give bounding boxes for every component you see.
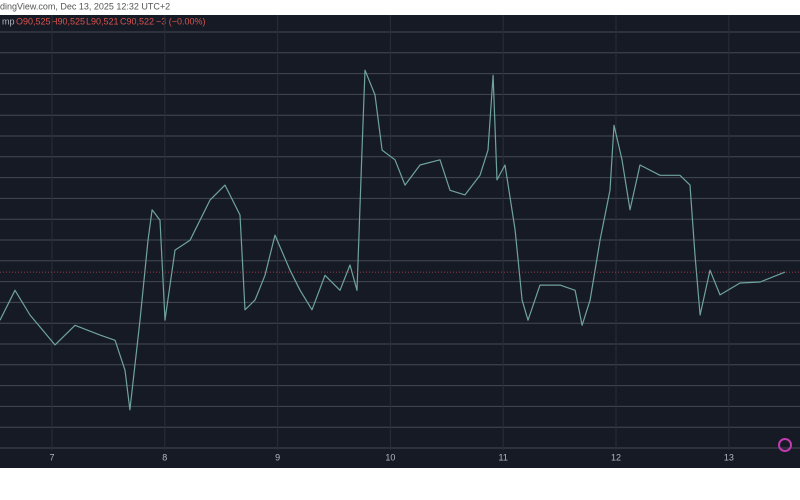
- plot: [0, 69, 800, 411]
- bottom-bar: [0, 468, 800, 500]
- grid: 7 8 9 10 11 12 13: [0, 15, 800, 462]
- x-tick-label: 9: [275, 452, 280, 462]
- x-tick-label: 7: [49, 452, 54, 462]
- high-text: H90,525: [51, 16, 85, 26]
- symbol-text: mp: [2, 16, 15, 26]
- x-tick-label: 13: [724, 452, 734, 462]
- open-text: O90,525: [16, 16, 51, 26]
- change-text: −3 (−0.00%): [156, 16, 206, 26]
- price-line: [0, 69, 786, 411]
- logo-icon: [778, 438, 792, 452]
- low-text: L90,521: [86, 16, 119, 26]
- source-text: dingView.com, Dec 13, 2025 12:32 UTC+2: [0, 1, 170, 11]
- top-bar: [0, 0, 800, 15]
- x-tick-label: 10: [385, 452, 395, 462]
- x-tick-label: 8: [162, 452, 167, 462]
- x-tick-label: 12: [611, 452, 621, 462]
- chart-area: [0, 15, 800, 468]
- close-text: C90,522: [120, 16, 154, 26]
- x-tick-label: 11: [499, 452, 508, 462]
